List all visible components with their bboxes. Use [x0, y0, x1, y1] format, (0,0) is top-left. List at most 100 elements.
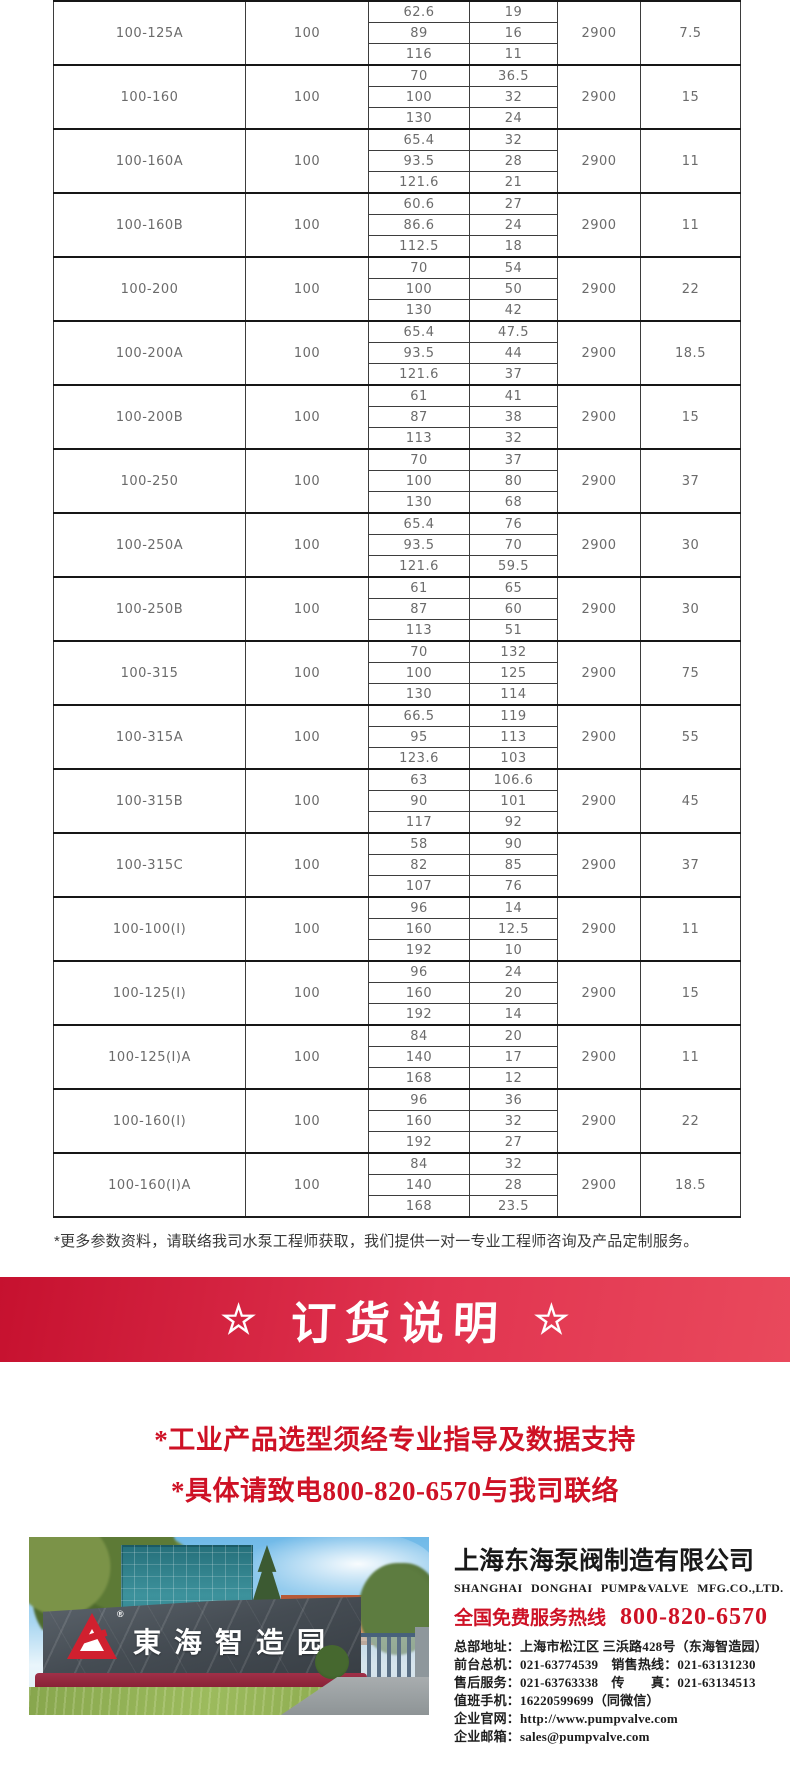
flow-cell: 65.4	[368, 320, 470, 343]
company-name-cn: 上海东海泵阀制造有限公司	[454, 1547, 755, 1575]
flow-cell: 100	[368, 278, 470, 300]
hotline-number: 800-820-6570	[620, 1604, 768, 1630]
palm-plant	[315, 1645, 349, 1679]
head-cell: 14	[469, 1003, 558, 1026]
model-cell: 100-200A	[53, 320, 246, 386]
power-cell: 15	[640, 960, 741, 1026]
head-cell: 47.5	[469, 320, 558, 343]
flow-cell: 61	[368, 384, 470, 407]
model-cell: 100-125A	[53, 0, 246, 66]
company-detail-line: 前台总机：021-63774539 销售热线：021-63131230	[454, 1657, 756, 1672]
head-cell: 41	[469, 384, 558, 407]
flow-cell: 58	[368, 832, 470, 855]
power-cell: 7.5	[640, 0, 741, 66]
hotline: 全国免费服务热线 800-820-6570	[454, 1603, 784, 1631]
head-cell: 37	[469, 448, 558, 471]
table-row: 100 50	[54, 278, 741, 300]
head-cell: 32	[469, 1110, 558, 1132]
model-cell: 100-160(I)A	[53, 1152, 246, 1218]
table-row: 100-125(I)A 100 84 20 2900 11	[53, 1024, 741, 1090]
table-row: 100-315 100 70 132 2900 75	[53, 640, 741, 706]
power-cell: 37	[640, 448, 741, 514]
flow-cell: 192	[368, 1131, 470, 1154]
table-row: 100-160(I) 100 96 36 2900 22	[53, 1088, 741, 1154]
speed-cell: 2900	[557, 960, 641, 1026]
company-detail-line: 总部地址：上海市松江区 三浜路428号（东海智造园）	[454, 1639, 768, 1654]
head-cell: 114	[469, 683, 558, 706]
table-row: 87 60	[54, 598, 741, 620]
dn-cell: 100	[245, 512, 369, 578]
speed-cell: 2900	[557, 896, 641, 962]
head-cell: 59.5	[469, 555, 558, 578]
flow-cell: 70	[368, 64, 470, 87]
table-row: 100-160 100 70 36.5 2900 15	[53, 64, 741, 130]
head-cell: 21	[469, 171, 558, 194]
flow-cell: 90	[368, 790, 470, 812]
flow-cell: 84	[368, 1024, 470, 1047]
head-cell: 24	[469, 214, 558, 236]
power-cell: 45	[640, 768, 741, 834]
flow-cell: 93.5	[368, 534, 470, 556]
table-row: 100-125(I) 100 96 24 2900 15	[53, 960, 741, 1026]
flow-cell: 70	[368, 448, 470, 471]
dn-cell: 100	[245, 1152, 369, 1218]
dn-cell: 100	[245, 896, 369, 962]
flow-cell: 116	[368, 43, 470, 66]
table-row: 86.6 24	[54, 214, 741, 236]
head-cell: 90	[469, 832, 558, 855]
head-cell: 103	[469, 747, 558, 770]
speed-cell: 2900	[557, 1088, 641, 1154]
dn-cell: 100	[245, 256, 369, 322]
head-cell: 17	[469, 1046, 558, 1068]
table-row: 100-200 100 70 54 2900 22	[53, 256, 741, 322]
flow-cell: 160	[368, 918, 470, 940]
star-icon-left: ☆	[220, 1297, 257, 1342]
power-cell: 18.5	[640, 1152, 741, 1218]
head-cell: 36	[469, 1088, 558, 1111]
head-cell: 70	[469, 534, 558, 556]
power-cell: 37	[640, 832, 741, 898]
model-cell: 100-125(I)	[53, 960, 246, 1026]
speed-cell: 2900	[557, 128, 641, 194]
speed-cell: 2900	[557, 384, 641, 450]
flow-cell: 87	[368, 406, 470, 428]
head-cell: 54	[469, 256, 558, 279]
flow-cell: 61	[368, 576, 470, 599]
flow-cell: 130	[368, 683, 470, 706]
head-cell: 12	[469, 1067, 558, 1090]
company-detail-line: 企业官网：http://www.pumpvalve.com	[454, 1711, 678, 1726]
flow-cell: 130	[368, 299, 470, 322]
speed-cell: 2900	[557, 0, 641, 66]
flow-cell: 65.4	[368, 128, 470, 151]
table-row: 100 125	[54, 662, 741, 684]
head-cell: 119	[469, 704, 558, 727]
head-cell: 32	[469, 86, 558, 108]
flow-cell: 192	[368, 1003, 470, 1026]
table-row: 87 38	[54, 406, 741, 428]
registered-mark: ®	[117, 1609, 124, 1619]
table-row: 100-100(I) 100 96 14 2900 11	[53, 896, 741, 962]
model-cell: 100-160	[53, 64, 246, 130]
flow-cell: 62.6	[368, 0, 470, 23]
dn-cell: 100	[245, 64, 369, 130]
head-cell: 28	[469, 1174, 558, 1196]
head-cell: 12.5	[469, 918, 558, 940]
speed-cell: 2900	[557, 64, 641, 130]
note-text: *更多参数资料，请联络我司水泵工程师获取，我们提供一对一专业工程师咨询及产品定制…	[54, 1233, 699, 1250]
model-cell: 100-250A	[53, 512, 246, 578]
model-cell: 100-250B	[53, 576, 246, 642]
star-icon-right: ☆	[533, 1297, 570, 1342]
banner-title: 订货说明	[290, 1298, 509, 1349]
head-cell: 125	[469, 662, 558, 684]
flow-cell: 96	[368, 960, 470, 983]
model-cell: 100-200	[53, 256, 246, 322]
speed-cell: 2900	[557, 576, 641, 642]
model-cell: 100-160A	[53, 128, 246, 194]
model-cell: 100-315B	[53, 768, 246, 834]
table-row: 100-160A 100 65.4 32 2900 11	[53, 128, 741, 194]
speed-cell: 2900	[557, 512, 641, 578]
table-row: 112.5 18	[54, 235, 741, 258]
flow-cell: 168	[368, 1195, 470, 1218]
flow-cell: 121.6	[368, 171, 470, 194]
table-row: 107 76	[54, 875, 741, 898]
